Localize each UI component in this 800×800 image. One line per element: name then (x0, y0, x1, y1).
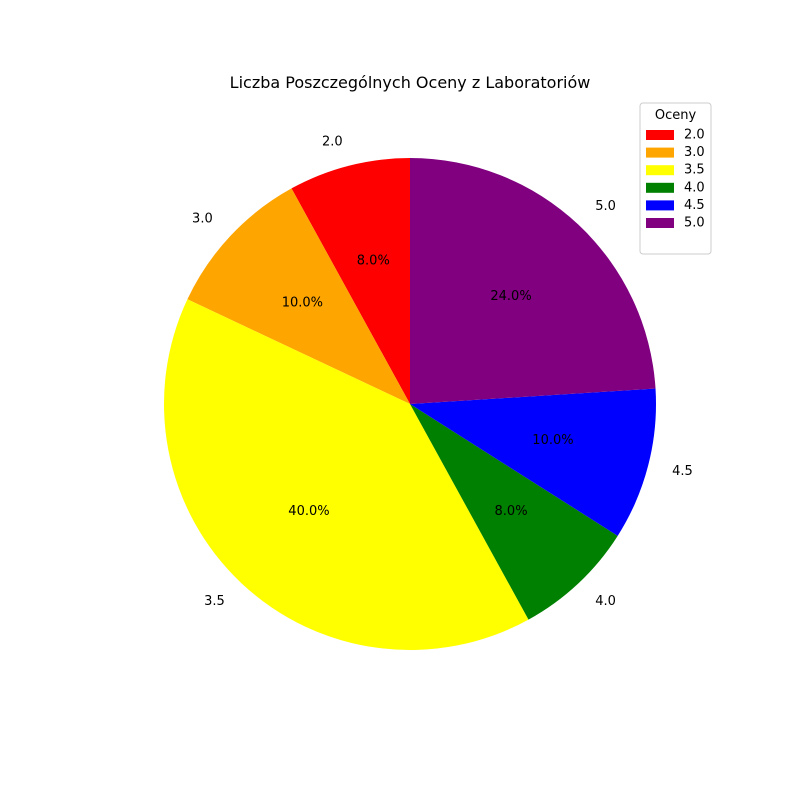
slice-label-3-0: 3.0 (192, 211, 213, 226)
legend-label-5-0: 5.0 (684, 216, 705, 231)
legend-entries: 2.0 3.0 3.5 4.0 4.5 5.0 (646, 128, 705, 231)
legend-label-4-5: 4.5 (684, 198, 705, 213)
slice-percent-3-5: 40.0% (288, 504, 329, 519)
legend-swatch-2-0 (646, 130, 674, 140)
legend-swatch-4-5 (646, 200, 674, 211)
legend-title: Oceny (655, 108, 697, 123)
slice-percent-4-0: 8.0% (495, 504, 528, 519)
legend-swatch-3-5 (646, 165, 674, 176)
slice-label-5-0: 5.0 (595, 199, 616, 214)
legend-label-2-0: 2.0 (684, 128, 705, 143)
pie-slice-2-0 (291, 158, 410, 404)
pie-slice-5-0 (410, 158, 656, 404)
pie-slices (164, 158, 657, 650)
legend-swatch-5-0 (646, 218, 674, 228)
pie-labels: 2.0 8.0% 3.0 10.0% 3.5 40.0% 4.0 8.0% 4.5 10.0% 5.… (192, 134, 693, 608)
pie-slice-3-5 (164, 299, 529, 650)
pie-slice-4-5 (410, 388, 657, 536)
legend: Oceny 2.0 3.0 3.5 4.0 4.5 5.0 (639, 102, 712, 255)
legend-swatch-3-0 (646, 147, 674, 158)
slice-percent-4-5: 10.0% (532, 433, 573, 448)
slice-percent-2-0: 8.0% (357, 254, 390, 269)
slice-label-4-5: 4.5 (672, 464, 693, 479)
slice-label-3-5: 3.5 (204, 594, 225, 609)
legend-label-3-5: 3.5 (684, 163, 705, 178)
legend-label-4-0: 4.0 (684, 180, 705, 195)
slice-percent-3-0: 10.0% (282, 295, 323, 310)
legend-label-3-0: 3.0 (684, 145, 705, 160)
legend-swatch-4-0 (646, 182, 674, 193)
chart-title: Liczba Poszczególnych Oceny z Laboratori… (230, 73, 591, 92)
pie-slice-3-0 (187, 188, 410, 404)
legend-box (639, 102, 712, 255)
slice-label-2-0: 2.0 (322, 134, 343, 149)
slice-label-4-0: 4.0 (595, 594, 616, 609)
pie-slice-4-0 (410, 404, 618, 620)
slice-percent-5-0: 24.0% (490, 289, 531, 304)
